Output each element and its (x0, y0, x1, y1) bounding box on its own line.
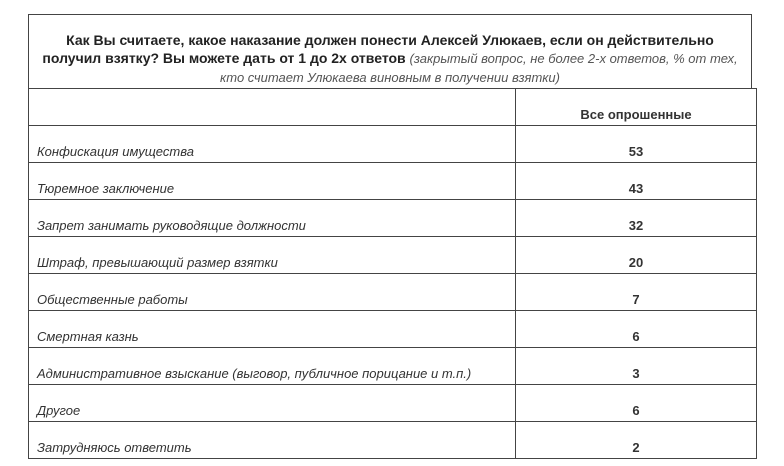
row-value: 32 (515, 199, 757, 237)
header-cell (28, 88, 516, 126)
row: Затрудняюсь ответить 2 (28, 421, 757, 459)
row-label: Штраф, превышающий размер взятки (28, 236, 516, 274)
row: Административное взыскание (выговор, пуб… (28, 347, 757, 385)
header-row: Все опрошенные (28, 88, 757, 126)
row: Конфискация имущества 53 (28, 125, 757, 163)
row: Тюремное заключение 43 (28, 162, 757, 200)
row-value: 6 (515, 310, 757, 348)
row-value: 53 (515, 125, 757, 163)
row-value: 3 (515, 347, 757, 385)
row: Штраф, превышающий размер взятки 20 (28, 236, 757, 274)
table: Все опрошенные Конфискация имущества 53 Тю… (28, 88, 757, 459)
row-label: Конфискация имущества (28, 125, 516, 163)
row-label: Запрет занимать руководящие должности (28, 199, 516, 237)
row: Запрет занимать руководящие должности 32 (28, 199, 757, 237)
table-body: Все опрошенные Конфискация имущества 53 Тю… (28, 88, 757, 459)
row-value: 43 (515, 162, 757, 200)
note: (закрытый вопрос, не более 2-х ответов, … (220, 51, 738, 85)
row-value: 7 (515, 273, 757, 311)
row-label: Общественные работы (28, 273, 516, 311)
row-value: 6 (515, 384, 757, 422)
row-label: Тюремное заключение (28, 162, 516, 200)
row: Другое 6 (28, 384, 757, 422)
row: Смертная казнь 6 (28, 310, 757, 348)
title-box: Как Вы считаете, какое наказание должен … (28, 14, 752, 88)
title: Как Вы считаете, какое наказание должен … (42, 32, 714, 66)
row-label: Затрудняюсь ответить (28, 421, 516, 459)
row-label: Другое (28, 384, 516, 422)
header-cell: Все опрошенные (515, 88, 757, 126)
row: Общественные работы 7 (28, 273, 757, 311)
row-label: Административное взыскание (выговор, пуб… (28, 347, 516, 385)
row-label: Смертная казнь (28, 310, 516, 348)
row-value: 20 (515, 236, 757, 274)
row-value: 2 (515, 421, 757, 459)
